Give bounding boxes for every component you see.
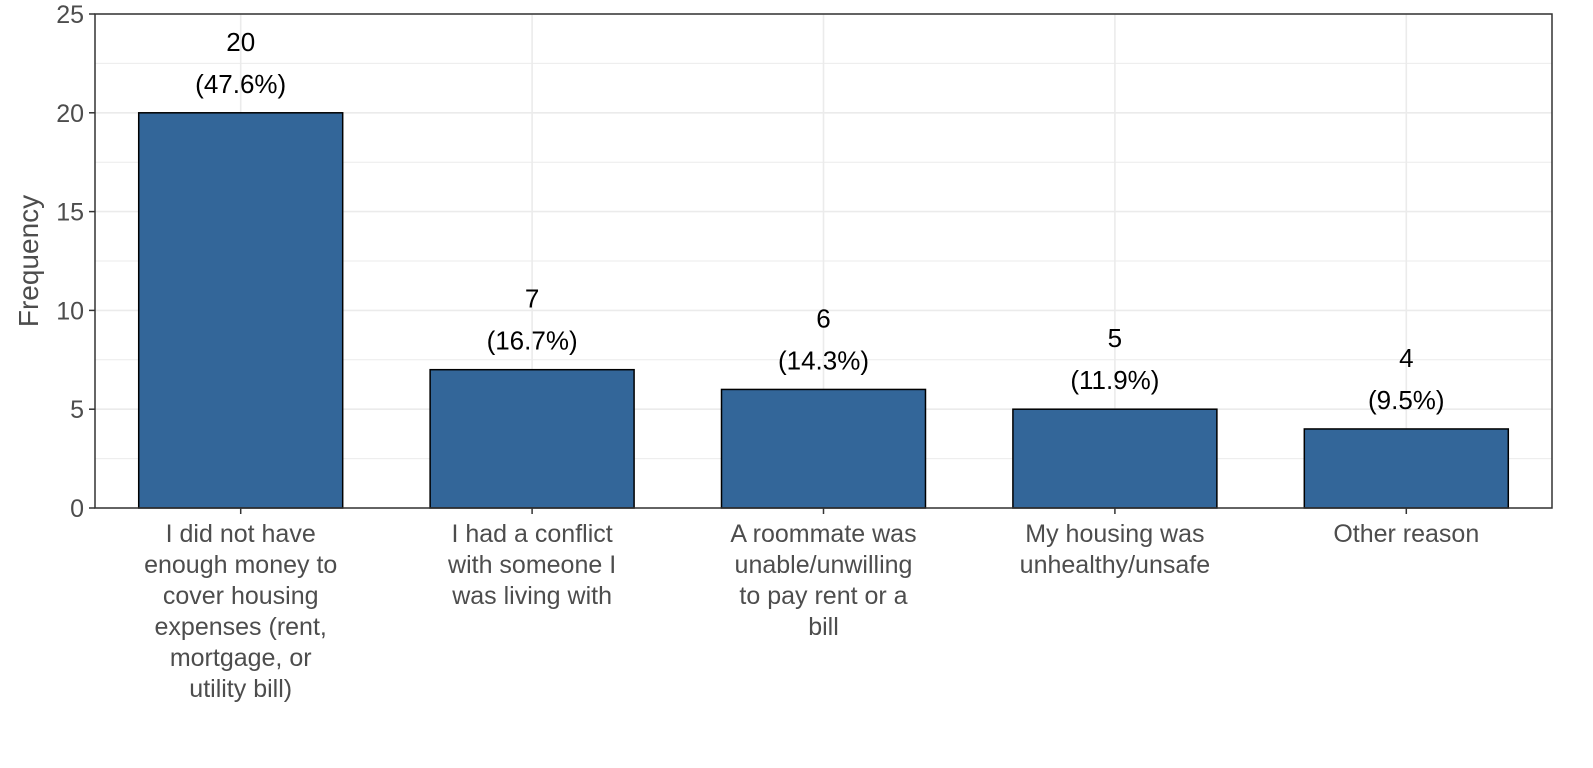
x-tick-label-line: was living with [451,582,612,610]
data-label-count: 7 [525,284,539,314]
data-label-percent: (16.7%) [487,326,578,356]
x-tick-label-line: mortgage, or [170,644,312,672]
x-tick-label: My housing was unhealthy/unsafe [1020,520,1210,579]
data-label-percent: (14.3%) [778,345,869,375]
y-tick-label: 5 [70,396,84,424]
bar [1012,408,1218,509]
x-tick-label-line: I had a conflict [451,520,612,548]
x-tick-label-line: My housing was [1025,520,1204,548]
bar [137,112,344,509]
y-tick-label: 10 [56,297,84,325]
x-tick-label-line: with someone I [447,551,616,579]
x-tick-label-line: enough money to [144,551,337,579]
x-tick-label-line: cover housing [163,582,319,610]
x-tick-label: I did not have enough money to cover housi… [144,520,337,703]
data-label-percent: (11.9%) [1070,365,1159,395]
data-label-percent: (9.5%) [1368,385,1445,415]
bars [137,112,1510,509]
x-axis: I did not have enough money to cover housi… [144,508,1479,703]
x-tick-label-line: Other reason [1333,520,1479,548]
x-tick-label-line: expenses (rent, [155,613,327,641]
data-label-count: 5 [1108,323,1122,353]
y-axis-title: Frequency [13,195,44,327]
bar [1303,428,1510,509]
bar [720,388,927,509]
data-label-count: 4 [1399,343,1413,373]
bar [429,368,635,509]
y-tick-label: 20 [56,100,84,128]
data-label-count: 6 [816,303,830,333]
x-tick-label-line: unable/unwilling [735,551,913,579]
x-tick-label: I had a conflict with someone I was living… [447,520,616,610]
x-tick-label-line: to pay rent or a [739,582,907,610]
x-tick-label-line: I did not have [166,520,316,548]
x-tick-label: Other reason [1333,520,1479,548]
data-label-count: 20 [226,27,255,57]
x-tick-label: A roommate was unable/unwilling to pay ren… [730,520,916,641]
x-tick-label-line: unhealthy/unsafe [1020,551,1210,579]
data-labels: 20 (47.6%) 7 (16.7%) 6 (14.3%) 5 (11.9%) 4 (9.5%) [195,27,1444,415]
data-label-percent: (47.6%) [195,69,286,99]
y-tick-label: 25 [56,1,84,29]
x-tick-label-line: A roommate was [730,520,916,548]
y-tick-label: 15 [56,199,84,227]
y-tick-label: 0 [70,495,84,523]
y-axis: 0 5 10 15 20 25 [56,1,95,523]
x-tick-label-line: utility bill) [189,675,292,703]
x-tick-label-line: bill [808,613,839,641]
